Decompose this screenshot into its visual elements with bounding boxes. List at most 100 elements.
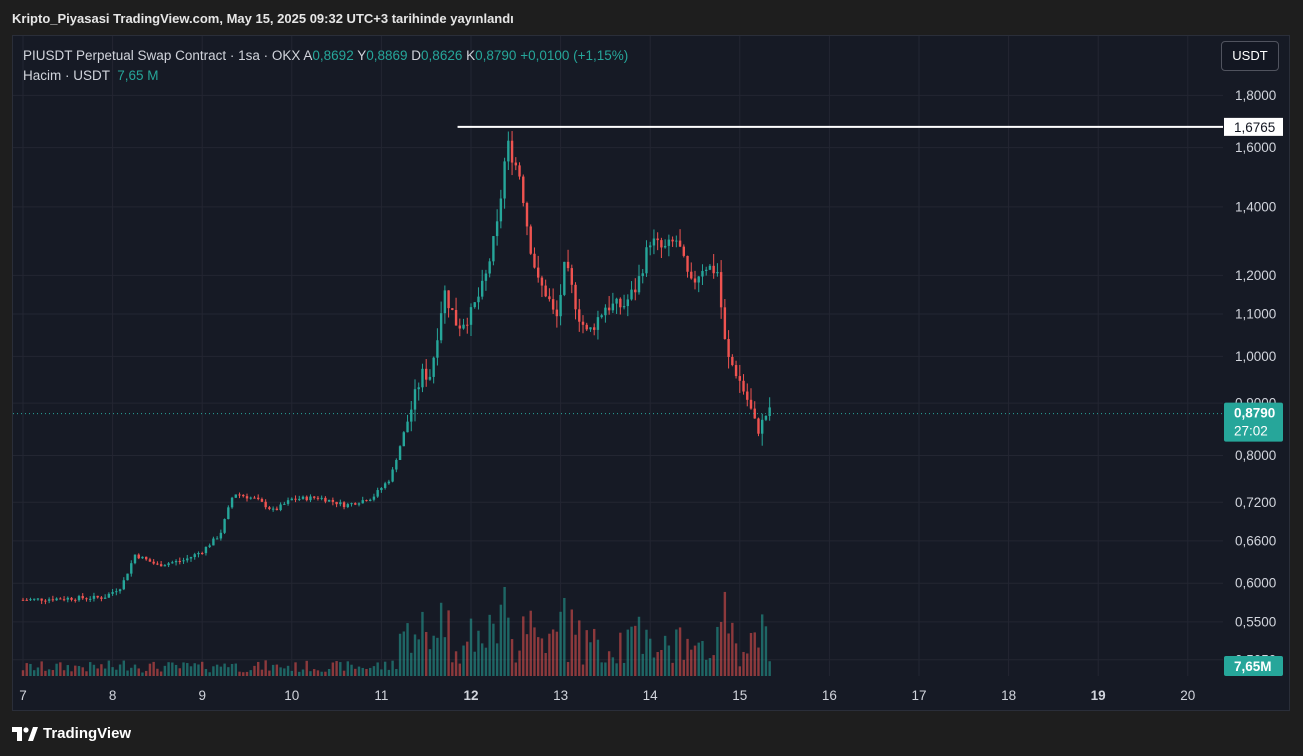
volume-bar [663,635,667,676]
volume-bar [163,665,167,676]
y-axis-tick-label: 1,1000 [1235,307,1276,322]
x-axis-tick-label: 20 [1180,688,1195,703]
candle-up [130,563,133,574]
candle-up [764,415,768,420]
volume-bar [316,670,320,676]
candle-down [245,496,249,499]
volume-bar [305,660,308,676]
volume-bar [320,671,323,676]
volume-bar [764,626,768,676]
x-axis-tick-label: 9 [198,688,206,703]
candle-down [335,501,338,505]
volume-bar [383,661,387,676]
volume-bar [555,631,559,676]
volume-bar [369,667,372,676]
volume-bar [656,652,659,676]
candle-up [346,504,349,508]
candle-up [637,276,641,293]
x-axis-tick-label: 15 [732,688,747,703]
candle-up [234,494,237,498]
candle-down [178,560,181,562]
volume-bar [432,635,435,676]
volume-bar [126,670,129,676]
candle-up [716,272,719,274]
candle-up [645,247,648,274]
volume-bar [376,662,379,676]
volume-bar [626,629,629,676]
volume-bar [589,642,592,676]
candle-up [89,598,92,600]
candle-down [96,595,99,598]
volume-bar [540,638,544,676]
candle-up [402,432,405,447]
candle-up [589,327,592,330]
x-axis-tick-label: 12 [463,688,478,703]
volume-bar [716,626,719,676]
volume-bar [245,671,249,676]
volume-label[interactable]: Hacim · USDT [23,68,110,83]
candle-down [25,599,28,601]
volume-bar [85,671,88,676]
x-axis-tick-label: 14 [643,688,659,703]
volume-bar [167,662,170,676]
low-value: 0,8626 [421,48,463,63]
volume-bar [544,653,547,676]
candle-up [761,419,764,434]
candle-down [354,503,357,505]
candle-up [290,498,293,501]
candle-down [518,165,521,177]
volume-bar [645,629,648,676]
candle-up [204,546,208,554]
close-value: 0,8790 [475,48,517,63]
tradingview-logo[interactable]: TradingView [12,725,131,742]
candle-down [574,284,577,310]
volume-bar [257,661,260,676]
volume-bar [111,667,114,676]
chart-legend: PIUSDT Perpetual Swap Contract · 1sa · O… [23,46,628,86]
candle-up [596,317,600,330]
volume-bar [186,663,189,676]
volume-bar [327,669,331,676]
currency-button[interactable]: USDT [1221,41,1279,71]
candle-down [551,299,555,310]
candle-up [103,597,107,599]
volume-bar [391,660,394,676]
volume-bar [600,662,603,676]
volume-bar [466,641,469,676]
volume-bar [749,632,753,676]
volume-bar [122,660,125,676]
volume-badge [1224,656,1283,676]
volume-bar [324,671,327,676]
candle-up [600,315,603,318]
volume-bar [335,661,338,676]
volume-bar [294,662,297,676]
volume-bar [253,665,256,676]
volume-bar [55,663,58,676]
candlestick-chart[interactable]: 1,80001,60001,40001,20001,10001,00000,90… [13,36,1289,710]
candle-up [29,599,32,601]
candle-up [141,556,144,559]
volume-bar [462,645,465,676]
candle-up [652,238,656,246]
candle-down [738,376,741,381]
candle-up [357,503,361,505]
volume-bar [350,664,353,676]
volume-bar [507,617,510,676]
volume-bar [171,662,174,676]
ohlc-row: PIUSDT Perpetual Swap Contract · 1sa · O… [23,46,628,66]
volume-bar [227,667,230,676]
chart-panel[interactable]: 1,80001,60001,40001,20001,10001,00000,90… [12,35,1290,711]
candle-up [193,554,196,558]
volume-bar [21,670,25,676]
candle-down [570,268,573,285]
candle-up [395,460,398,470]
volume-bar [761,614,764,676]
symbol-description[interactable]: PIUSDT Perpetual Swap Contract · 1sa · O… [23,48,301,63]
y-axis-tick-label: 1,0000 [1235,349,1276,364]
volume-bar [223,663,226,676]
volume-bar [193,663,196,676]
candle-up [249,497,252,499]
volume-bar [667,645,671,676]
candle-up [227,507,230,520]
volume-bar [734,643,738,676]
